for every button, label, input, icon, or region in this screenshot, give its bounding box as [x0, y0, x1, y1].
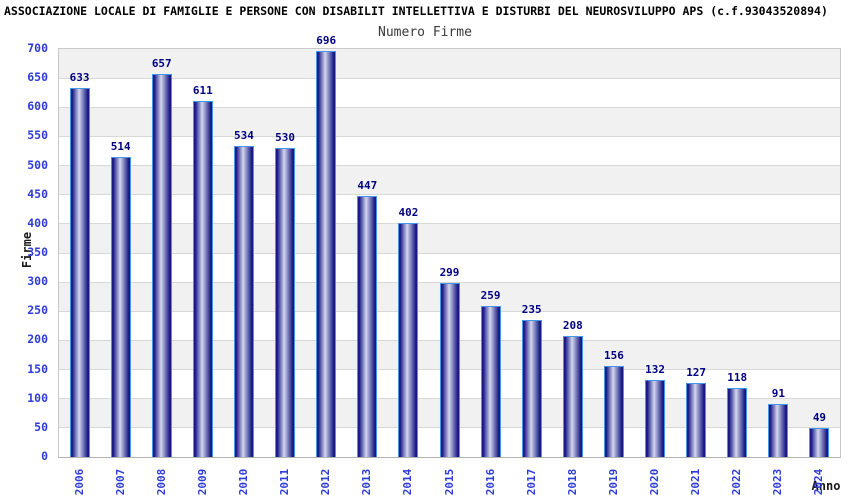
y-tick-label: 200: [27, 332, 48, 347]
x-tick-label: 2024: [812, 468, 826, 496]
y-tick-label: 550: [27, 128, 48, 143]
bar: [603, 366, 624, 457]
bar-value-label: 299: [439, 265, 460, 279]
bar-value-label: 534: [234, 128, 254, 142]
bar-value-label: 235: [521, 303, 542, 317]
y-tick-label: 100: [27, 390, 48, 405]
bar: [275, 148, 296, 457]
grid-band: [59, 223, 840, 253]
grid-line: [59, 135, 840, 137]
bar: [233, 145, 254, 457]
bar: [110, 157, 131, 457]
grid-band: [59, 136, 840, 166]
grid-band: [59, 253, 840, 283]
bar: [439, 282, 460, 457]
grid-line: [59, 106, 840, 108]
bar-value-label: 611: [192, 83, 213, 97]
y-tick-label: 150: [27, 361, 48, 376]
x-tick-label: 2010: [236, 468, 250, 496]
plot-area: 633 2006 514 2007 657 2008 611 2009 534 2010 530 20…: [58, 34, 841, 495]
x-tick-label: 2020: [648, 468, 662, 496]
grid-band: [59, 165, 840, 195]
bar-value-label: 49: [812, 411, 827, 425]
y-tick-label: 350: [27, 245, 48, 259]
bar: [727, 388, 748, 457]
bar-value-label: 208: [562, 318, 583, 332]
bar: [809, 428, 830, 457]
y-tick-label: 500: [27, 157, 48, 172]
grid-line: [59, 77, 840, 79]
y-tick-label: 50: [34, 419, 48, 434]
grid-line: [59, 165, 840, 167]
x-tick-label: 2017: [524, 468, 538, 496]
bar: [69, 88, 90, 457]
y-tick-label: 700: [27, 41, 48, 55]
x-tick-label: 2014: [401, 468, 415, 496]
bar: [768, 403, 789, 457]
bar-value-label: 514: [110, 140, 131, 154]
bar-value-label: 156: [603, 349, 624, 363]
y-tick-label: 250: [27, 303, 48, 318]
bar-value-label: 657: [151, 57, 172, 71]
x-tick-label: 2009: [195, 468, 209, 496]
grid-line: [59, 252, 840, 254]
grid-band: [59, 49, 840, 79]
x-tick-label: 2008: [154, 468, 168, 496]
bar: [398, 222, 419, 457]
y-tick-label: 0: [41, 449, 48, 463]
bar: [316, 51, 337, 457]
bar: [686, 382, 707, 457]
bar: [480, 306, 501, 457]
x-tick-label: 2019: [606, 468, 620, 496]
bar: [357, 196, 378, 457]
grid-line: [59, 223, 840, 225]
bar-value-label: 127: [686, 365, 707, 379]
x-tick-label: 2015: [442, 468, 456, 496]
x-tick-label: 2012: [319, 468, 333, 496]
chart-subtitle: Numero Firme: [378, 25, 472, 40]
bar-value-label: 132: [645, 363, 665, 377]
grid-line: [59, 281, 840, 283]
grid-line: [59, 194, 840, 196]
chart-main-title: ASSOCIAZIONE LOCALE DI FAMIGLIE E PERSON…: [4, 4, 828, 18]
y-tick-label: 650: [27, 70, 48, 85]
grid-band: [59, 107, 840, 137]
x-tick-label: 2022: [730, 468, 744, 496]
grid-band: [59, 194, 840, 224]
bar-value-label: 447: [357, 179, 378, 193]
grid-band: [59, 78, 840, 108]
bar-value-label: 118: [727, 371, 748, 385]
bar-value-label: 633: [69, 71, 90, 85]
x-tick-label: 2023: [771, 468, 785, 496]
x-tick-label: 2021: [689, 468, 703, 496]
x-tick-label: 2016: [483, 468, 497, 496]
y-tick-label: 600: [27, 99, 48, 114]
bar-value-label: 402: [398, 205, 419, 219]
y-tick-label: 300: [27, 274, 48, 289]
bar: [521, 320, 542, 457]
x-tick-label: 2013: [360, 468, 374, 496]
x-axis-title: Anno: [811, 479, 841, 493]
bar-value-label: 91: [771, 386, 785, 400]
x-tick-label: 2011: [278, 468, 292, 496]
bar: [192, 100, 213, 457]
bar: [645, 380, 666, 457]
bar-value-label: 530: [275, 131, 296, 145]
y-tick-label: 400: [27, 215, 48, 230]
bar: [151, 74, 172, 457]
bar: [562, 335, 583, 457]
bar-value-label: 259: [480, 289, 501, 303]
x-tick-label: 2006: [72, 468, 86, 496]
x-tick-label: 2018: [565, 468, 579, 496]
bar-value-label: 696: [316, 34, 337, 48]
x-tick-label: 2007: [113, 468, 127, 496]
y-tick-label: 450: [27, 186, 48, 201]
